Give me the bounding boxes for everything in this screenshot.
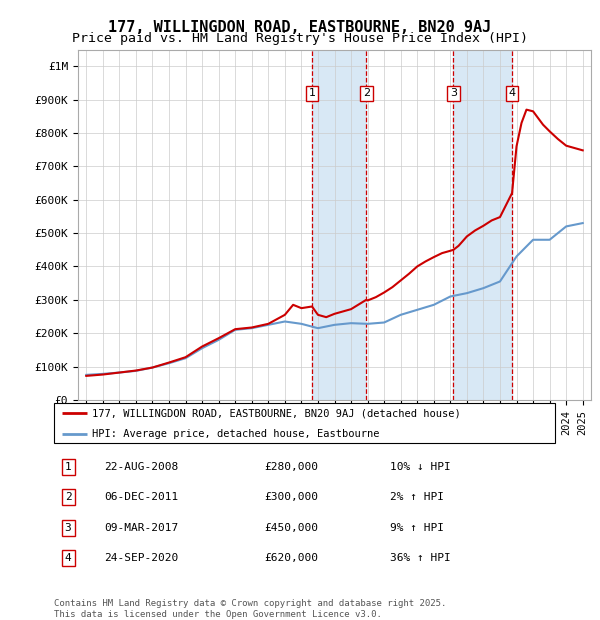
Text: 22-AUG-2008: 22-AUG-2008 <box>104 462 178 472</box>
Text: 2% ↑ HPI: 2% ↑ HPI <box>389 492 443 502</box>
Text: 36% ↑ HPI: 36% ↑ HPI <box>389 553 451 563</box>
Text: 2: 2 <box>363 89 370 99</box>
Text: 177, WILLINGDON ROAD, EASTBOURNE, BN20 9AJ (detached house): 177, WILLINGDON ROAD, EASTBOURNE, BN20 9… <box>92 409 460 419</box>
Text: 09-MAR-2017: 09-MAR-2017 <box>104 523 178 533</box>
Text: 9% ↑ HPI: 9% ↑ HPI <box>389 523 443 533</box>
Text: 3: 3 <box>450 89 457 99</box>
Text: Contains HM Land Registry data © Crown copyright and database right 2025.
This d: Contains HM Land Registry data © Crown c… <box>54 600 446 619</box>
Text: Price paid vs. HM Land Registry's House Price Index (HPI): Price paid vs. HM Land Registry's House … <box>72 32 528 45</box>
Text: HPI: Average price, detached house, Eastbourne: HPI: Average price, detached house, East… <box>92 428 379 438</box>
Text: 24-SEP-2020: 24-SEP-2020 <box>104 553 178 563</box>
Text: 10% ↓ HPI: 10% ↓ HPI <box>389 462 451 472</box>
Text: £300,000: £300,000 <box>265 492 319 502</box>
Text: 2: 2 <box>65 492 71 502</box>
Text: £280,000: £280,000 <box>265 462 319 472</box>
Bar <box>454 50 512 400</box>
FancyBboxPatch shape <box>54 403 555 443</box>
Text: £620,000: £620,000 <box>265 553 319 563</box>
Text: 06-DEC-2011: 06-DEC-2011 <box>104 492 178 502</box>
Text: £450,000: £450,000 <box>265 523 319 533</box>
Text: 1: 1 <box>65 462 71 472</box>
Text: 4: 4 <box>65 553 71 563</box>
Text: 3: 3 <box>65 523 71 533</box>
Bar <box>312 50 366 400</box>
Text: 4: 4 <box>509 89 515 99</box>
Text: 177, WILLINGDON ROAD, EASTBOURNE, BN20 9AJ: 177, WILLINGDON ROAD, EASTBOURNE, BN20 9… <box>109 20 491 35</box>
Text: 1: 1 <box>308 89 316 99</box>
